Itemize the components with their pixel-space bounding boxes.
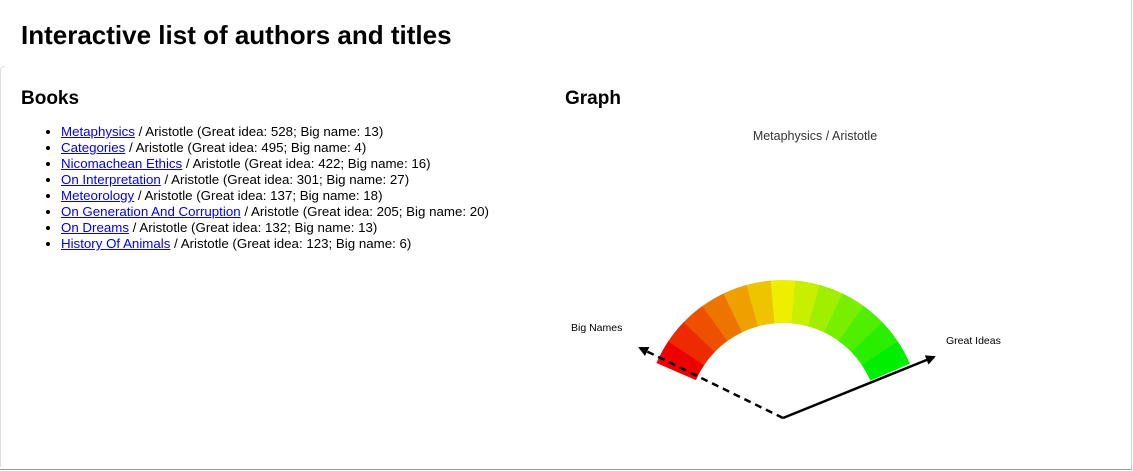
book-link[interactable]: On Generation And Corruption — [61, 204, 241, 219]
gauge-segment — [683, 305, 728, 353]
big-names-arrow — [638, 346, 784, 420]
gauge-segment — [746, 280, 776, 327]
gauge-segment — [668, 321, 715, 366]
book-item: On Interpretation / Aristotle (Great ide… — [61, 172, 489, 188]
gauge-segment — [851, 322, 899, 366]
book-item: History Of Animals / Aristotle (Great id… — [61, 236, 489, 252]
gauge-segments — [656, 280, 910, 381]
gauge-segment — [656, 340, 705, 381]
gauge-segment — [702, 293, 743, 341]
book-item: Nicomachean Ethics / Aristotle (Great id… — [61, 156, 489, 172]
book-link[interactable]: On Interpretation — [61, 172, 161, 187]
gauge-segment — [723, 284, 759, 333]
book-details: / Aristotle (Great idea: 495; Big name: … — [125, 140, 367, 155]
content-panel-edge — [0, 66, 5, 467]
book-link[interactable]: Categories — [61, 140, 126, 155]
book-details: / Aristotle (Great idea: 123; Big name: … — [170, 236, 412, 251]
gauge-segment — [791, 280, 821, 327]
book-item: On Generation And Corruption / Aristotle… — [61, 204, 489, 220]
gauge-segment — [770, 280, 797, 324]
book-item: Metaphysics / Aristotle (Great idea: 528… — [61, 124, 489, 140]
gauge-segment — [838, 306, 883, 353]
books-heading: Books — [21, 88, 80, 109]
book-item: Meteorology / Aristotle (Great idea: 137… — [61, 188, 489, 204]
book-list: Metaphysics / Aristotle (Great idea: 528… — [21, 124, 489, 252]
book-details: / Aristotle (Great idea: 301; Big name: … — [160, 172, 410, 187]
page-title: Interactive list of authors and titles — [21, 20, 452, 50]
book-details: / Aristotle (Great idea: 137; Big name: … — [134, 188, 383, 203]
gauge-chart: Metaphysics / Aristotle Big Names Great … — [571, 129, 1001, 420]
gauge-segment — [824, 293, 865, 342]
big-names-label: Big Names — [571, 322, 622, 334]
book-details: / Aristotle (Great idea: 205; Big name: … — [240, 204, 489, 219]
book-link[interactable]: Nicomachean Ethics — [61, 156, 183, 171]
book-link[interactable]: Meteorology — [61, 188, 135, 203]
chart-title: Metaphysics / Aristotle — [753, 129, 877, 143]
great-ideas-arrow — [782, 355, 936, 420]
book-link[interactable]: History Of Animals — [61, 236, 171, 251]
graph-heading: Graph — [565, 88, 621, 109]
great-ideas-label: Great Ideas — [946, 335, 1001, 347]
book-details: / Aristotle (Great idea: 422; Big name: … — [182, 156, 431, 171]
book-link[interactable]: On Dreams — [61, 220, 129, 235]
book-item: On Dreams / Aristotle (Great idea: 132; … — [61, 220, 489, 236]
gauge-segment — [808, 284, 844, 333]
book-item: Categories / Aristotle (Great idea: 495;… — [61, 140, 489, 156]
book-details: / Aristotle (Great idea: 528; Big name: … — [134, 124, 384, 139]
gauge-segment — [862, 341, 910, 381]
book-details: / Aristotle (Great idea: 132; Big name: … — [128, 220, 378, 235]
book-link[interactable]: Metaphysics — [61, 124, 135, 139]
